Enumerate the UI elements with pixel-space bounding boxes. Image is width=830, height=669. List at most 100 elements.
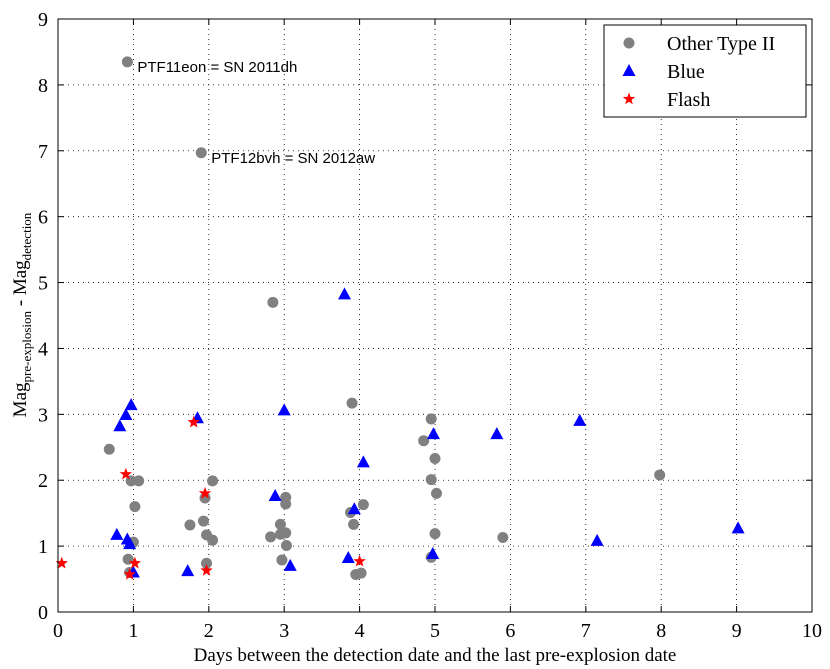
x-tick-label: 4 bbox=[355, 620, 365, 642]
other-type-ii-point bbox=[184, 519, 196, 531]
x-axis-label: Days between the detection date and the … bbox=[194, 645, 677, 666]
legend-label: Flash bbox=[667, 89, 710, 111]
x-tick-label: 6 bbox=[505, 620, 515, 642]
blue-point bbox=[119, 407, 133, 420]
y-axis-label: Magpre-explosion - Magdetection bbox=[10, 212, 34, 417]
blue-point bbox=[110, 527, 124, 540]
y-tick-label: 8 bbox=[38, 75, 48, 97]
tick-labels: 0 1 2 3 4 5 6 7 8 9 10 0 1 2 3 4 5 6 7 8 9 bbox=[38, 9, 822, 642]
legend-label: Other Type II bbox=[667, 33, 775, 55]
y-tick-label: 3 bbox=[38, 404, 48, 426]
other-type-ii-point bbox=[280, 527, 292, 539]
legend: Other Type II Blue Flash bbox=[603, 24, 807, 118]
legend-label: Blue bbox=[667, 61, 705, 83]
x-tick-label: 7 bbox=[581, 620, 591, 642]
flash-point bbox=[123, 567, 136, 580]
x-tick-label: 9 bbox=[732, 620, 742, 642]
y-tick-label: 6 bbox=[38, 207, 48, 229]
blue-point bbox=[426, 427, 440, 440]
data-markers bbox=[55, 56, 745, 580]
x-tick-label: 10 bbox=[802, 620, 822, 642]
y-tick-label: 5 bbox=[38, 273, 48, 295]
x-tick-label: 8 bbox=[656, 620, 666, 642]
other-type-ii-point bbox=[348, 518, 360, 530]
other-type-ii-point bbox=[274, 518, 286, 530]
blue-point bbox=[590, 533, 604, 546]
legend-marker bbox=[622, 92, 636, 105]
blue-point bbox=[338, 287, 352, 300]
other-type-ii-point bbox=[429, 528, 441, 540]
plot-background bbox=[58, 19, 812, 612]
blue-point bbox=[731, 521, 745, 534]
blue-point bbox=[268, 489, 282, 502]
other-type-ii-point bbox=[276, 554, 288, 566]
annotations: PTF11eon = SN 2011dh PTF12bvh = SN 2012aw bbox=[137, 59, 375, 167]
blue-point bbox=[123, 537, 137, 550]
x-tick-label: 3 bbox=[279, 620, 289, 642]
y-tick-label: 1 bbox=[38, 536, 48, 558]
blue-point bbox=[341, 550, 355, 563]
grid-lines bbox=[58, 19, 812, 612]
blue-point bbox=[283, 558, 297, 571]
other-type-ii-point bbox=[431, 487, 443, 499]
legend-marker bbox=[623, 37, 635, 49]
other-type-ii-point bbox=[129, 501, 141, 513]
x-tick-label: 2 bbox=[204, 620, 214, 642]
plot-frame bbox=[57, 18, 813, 613]
blue-point bbox=[347, 502, 361, 515]
blue-point bbox=[573, 413, 587, 426]
flash-point bbox=[119, 467, 133, 480]
y-tick-label: 2 bbox=[38, 470, 48, 492]
other-type-ii-point bbox=[654, 469, 666, 481]
blue-point bbox=[426, 547, 440, 560]
blue-point bbox=[124, 398, 138, 411]
other-type-ii-point bbox=[355, 567, 367, 579]
other-type-ii-point bbox=[133, 475, 145, 487]
x-tick-label: 5 bbox=[430, 620, 440, 642]
other-type-ii-point bbox=[429, 452, 441, 464]
other-type-ii-point bbox=[198, 515, 210, 527]
y-axis-label-sub1: pre-explosion bbox=[19, 311, 34, 383]
flash-point bbox=[198, 486, 212, 499]
y-axis-label-sub2: detection bbox=[19, 212, 34, 260]
blue-point bbox=[356, 455, 370, 468]
y-tick-label: 7 bbox=[38, 141, 48, 163]
point-annotation: PTF11eon = SN 2011dh bbox=[137, 59, 297, 76]
other-type-ii-point bbox=[280, 498, 292, 510]
other-type-ii-point bbox=[267, 296, 279, 308]
y-tick-label: 9 bbox=[38, 9, 48, 31]
point-annotation: PTF12bvh = SN 2012aw bbox=[211, 150, 375, 167]
flash-point bbox=[128, 556, 142, 569]
y-axis-label-main: Mag bbox=[10, 382, 31, 417]
other-type-ii-point bbox=[207, 534, 219, 546]
other-type-ii-point bbox=[357, 499, 369, 511]
flash-point bbox=[55, 556, 68, 569]
other-type-ii-point bbox=[280, 539, 292, 551]
blue-point bbox=[113, 419, 127, 432]
other-type-ii-point bbox=[425, 474, 437, 486]
other-type-ii-point bbox=[207, 475, 219, 487]
legend-marker bbox=[622, 64, 636, 76]
legend-box bbox=[603, 24, 807, 118]
y-axis-label-sep: - Mag bbox=[10, 260, 31, 311]
y-tick-label: 0 bbox=[38, 602, 48, 624]
blue-point bbox=[490, 427, 504, 440]
flash-point bbox=[187, 415, 200, 428]
flash-point bbox=[200, 563, 213, 576]
other-type-ii-point bbox=[195, 147, 207, 159]
other-type-ii-point bbox=[103, 443, 115, 455]
other-type-ii-point bbox=[497, 532, 509, 544]
x-tick-label: 1 bbox=[128, 620, 138, 642]
other-type-ii-point bbox=[346, 397, 358, 409]
other-type-ii-point bbox=[265, 531, 277, 543]
x-tick-label: 0 bbox=[53, 620, 63, 642]
other-type-ii-point bbox=[418, 435, 430, 447]
blue-point bbox=[277, 403, 291, 416]
y-tick-label: 4 bbox=[38, 338, 48, 360]
flash-point bbox=[353, 554, 366, 567]
other-type-ii-point bbox=[121, 56, 133, 68]
other-type-ii-point bbox=[425, 413, 437, 425]
other-type-ii-point bbox=[201, 557, 213, 569]
blue-point bbox=[181, 564, 195, 577]
